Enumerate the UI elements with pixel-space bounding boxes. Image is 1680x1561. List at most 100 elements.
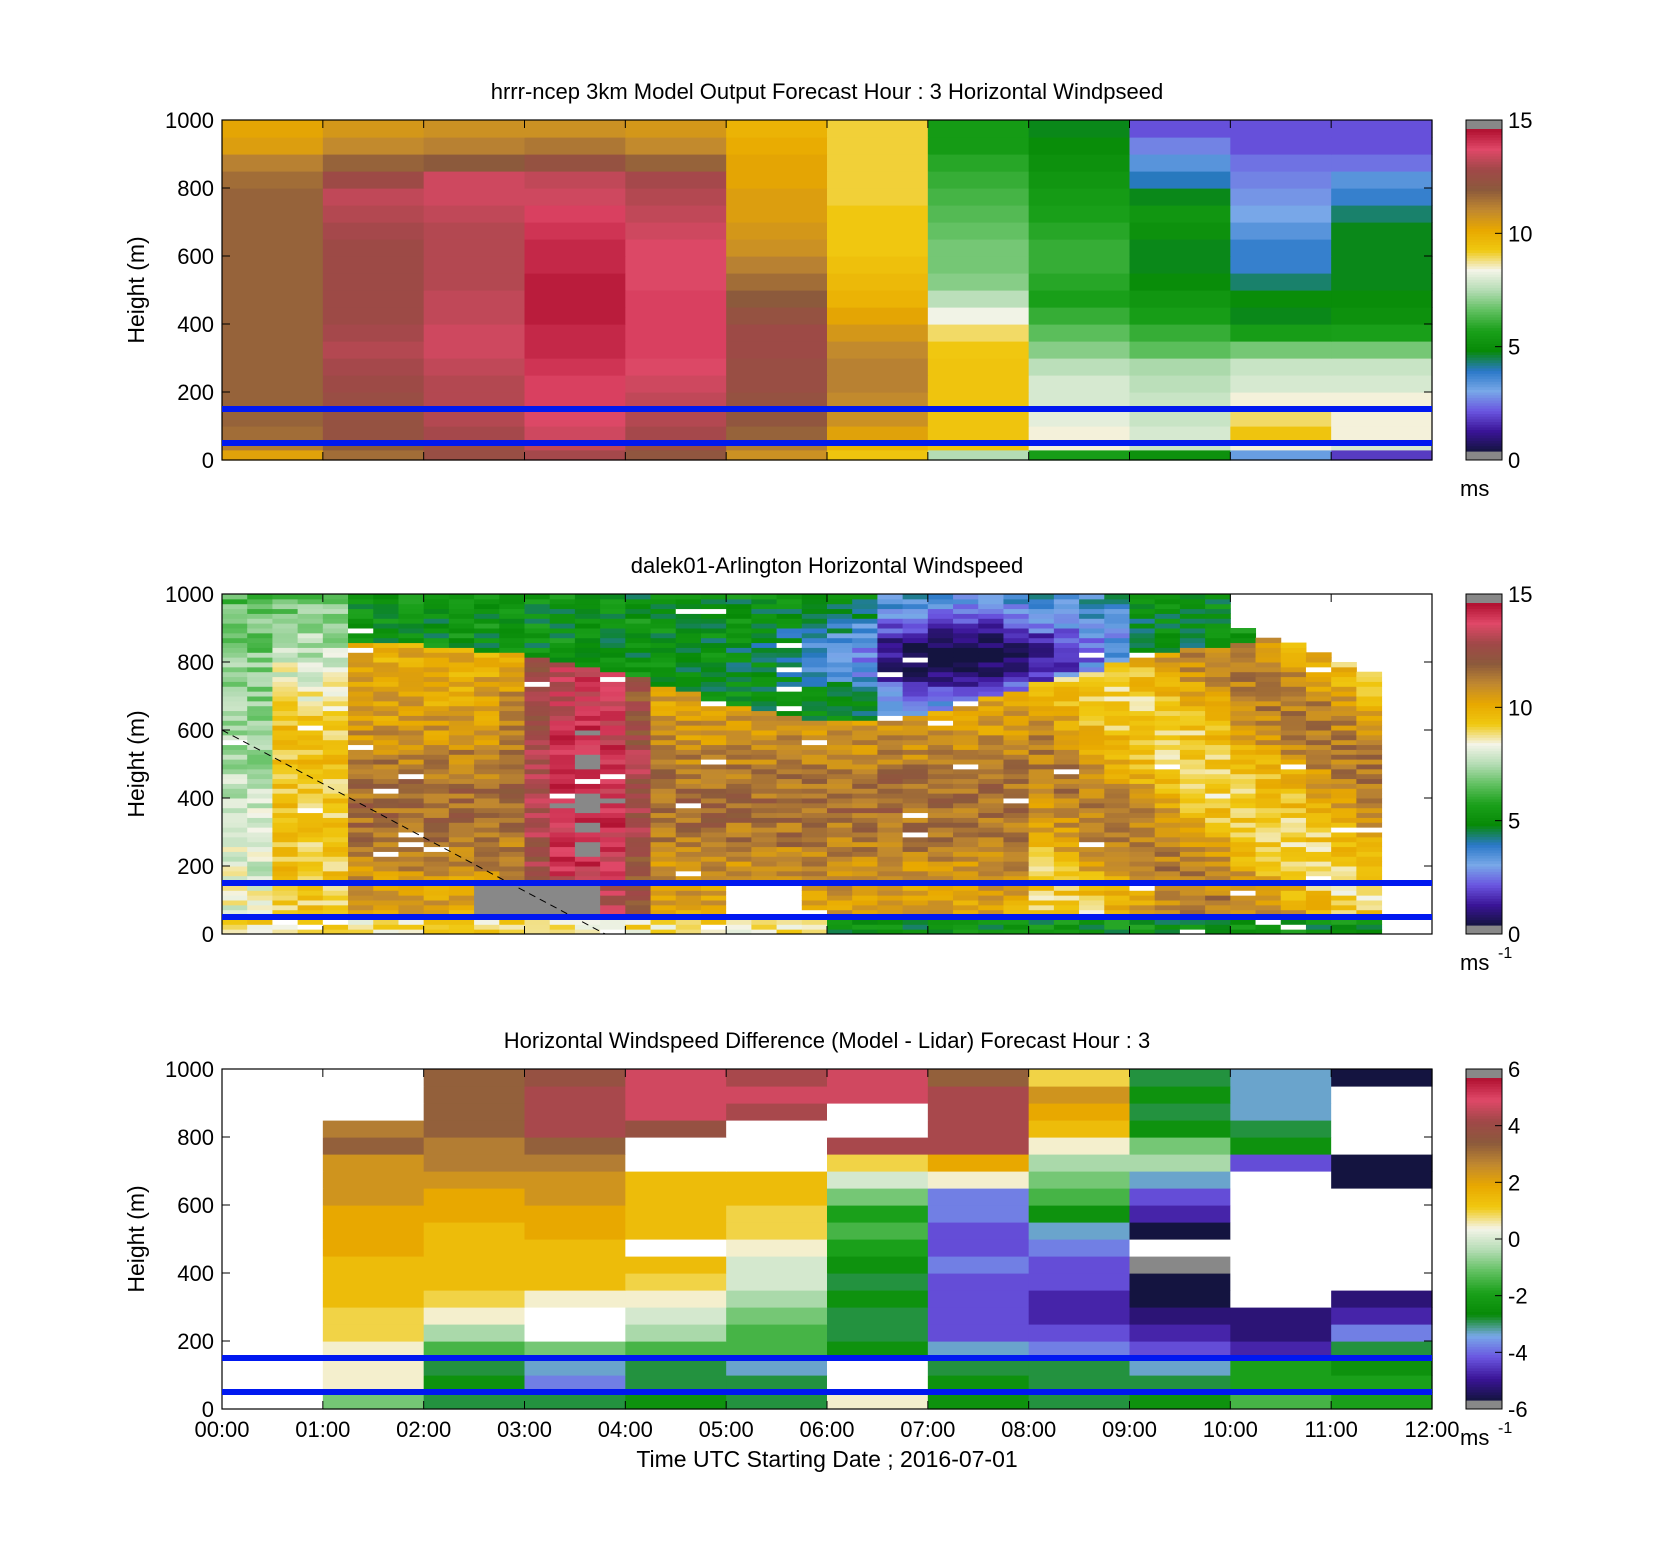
lidar-cell <box>726 720 752 726</box>
lidar-cell <box>801 744 828 750</box>
lidar-cell <box>1053 754 1080 760</box>
lidar-cell <box>801 924 828 930</box>
lidar-cell <box>1129 628 1156 634</box>
lidar-cell <box>1230 676 1257 682</box>
lidar-cell <box>1205 754 1231 760</box>
lidar-cell <box>1205 924 1231 930</box>
lidar-cell <box>650 885 677 891</box>
lidar-cell <box>272 802 299 809</box>
heatmap-cell <box>423 1205 526 1223</box>
lidar-cell <box>423 681 450 687</box>
lidar-cell <box>499 734 525 741</box>
heatmap-cell <box>1129 1392 1231 1410</box>
lidar-cell <box>348 875 374 882</box>
lidar-cell <box>448 603 475 610</box>
lidar-cell <box>1305 773 1332 780</box>
colorbar-band <box>1466 790 1502 795</box>
lidar-cell <box>1079 841 1105 848</box>
heatmap-cell <box>322 392 425 410</box>
heatmap-cell <box>423 1324 526 1342</box>
heatmap-cell <box>322 1290 425 1308</box>
lidar-cell <box>1129 715 1156 721</box>
lidar-cell <box>1280 841 1307 848</box>
lidar-cell <box>448 691 475 697</box>
lidar-cell <box>348 705 374 712</box>
lidar-cell <box>700 924 727 930</box>
heatmap-cell <box>222 1256 324 1274</box>
lidar-cell <box>1003 798 1030 804</box>
lidar-cell <box>675 628 702 634</box>
heatmap-cell <box>1028 1256 1131 1274</box>
heatmap-cell <box>524 154 626 172</box>
lidar-cell <box>1179 856 1206 862</box>
lidar-cell <box>1205 875 1231 882</box>
heatmap-cell <box>423 256 526 274</box>
lidar-cell <box>776 832 803 838</box>
lidar-cell <box>877 890 904 896</box>
heatmap-cell <box>1028 171 1131 189</box>
lidar-cell <box>448 608 475 614</box>
lidar-cell <box>1305 768 1332 775</box>
lidar-cell <box>927 773 954 780</box>
colorbar-band <box>1466 252 1502 256</box>
lidar-cell <box>700 734 727 741</box>
lidar-cell <box>927 793 954 799</box>
lidar-cell <box>272 613 299 619</box>
lidar-cell <box>1230 720 1257 726</box>
lidar-cell <box>247 924 273 930</box>
lidar-cell <box>650 632 677 639</box>
heatmap-cell <box>1028 358 1131 376</box>
lidar-cell <box>549 900 576 906</box>
lidar-cell <box>852 671 878 678</box>
lidar-cell <box>726 632 752 639</box>
colorbar-band <box>1466 895 1502 899</box>
colorbar-band <box>1466 780 1502 784</box>
lidar-cell <box>1305 764 1332 770</box>
lidar-cell <box>222 861 248 867</box>
lidar-cell <box>978 798 1004 804</box>
lidar-cell <box>448 773 475 780</box>
lidar-cell <box>1255 657 1282 663</box>
colorbar-band <box>1466 1155 1502 1160</box>
lidar-cell <box>1305 734 1332 741</box>
lidar-cell <box>1129 700 1156 707</box>
lidar-cell <box>927 720 954 726</box>
lidar-cell <box>1280 686 1307 692</box>
lidar-cell <box>322 603 349 610</box>
lidar-cell <box>297 637 324 644</box>
lidar-cell <box>348 890 374 896</box>
lidar-cell <box>827 759 853 765</box>
lidar-cell <box>549 744 576 750</box>
lidar-cell <box>272 836 299 843</box>
heatmap-cell <box>222 1341 324 1359</box>
lidar-cell <box>927 870 954 877</box>
colorbar-band <box>1466 295 1502 299</box>
colorbar-band <box>1466 696 1502 701</box>
lidar-cell <box>1331 885 1357 891</box>
lidar-cell <box>1255 778 1282 784</box>
lidar-cell <box>1154 715 1181 721</box>
lidar-cell <box>1028 705 1055 712</box>
lidar-cell <box>1356 841 1383 848</box>
heatmap-cell <box>1028 222 1131 240</box>
lidar-cell <box>348 817 374 823</box>
lidar-cell <box>978 832 1004 838</box>
lidar-cell <box>1280 832 1307 838</box>
lidar-cell <box>297 929 324 935</box>
lidar-cell <box>978 866 1004 872</box>
lidar-cell <box>1331 861 1357 867</box>
heatmap-cell <box>1230 1392 1332 1410</box>
colorbar-band <box>1466 882 1502 886</box>
heatmap-cell <box>423 375 526 393</box>
lidar-cell <box>322 768 349 775</box>
lidar-cell <box>1028 778 1055 784</box>
lidar-cell <box>398 778 425 784</box>
lidar-cell <box>877 778 904 784</box>
y-tick-label: 200 <box>177 380 214 405</box>
heatmap-cell <box>1230 1256 1332 1274</box>
lidar-cell <box>600 793 626 799</box>
lidar-cell <box>574 909 601 916</box>
lidar-cell <box>1205 856 1231 862</box>
lidar-cell <box>448 652 475 658</box>
lidar-cell <box>650 802 677 809</box>
